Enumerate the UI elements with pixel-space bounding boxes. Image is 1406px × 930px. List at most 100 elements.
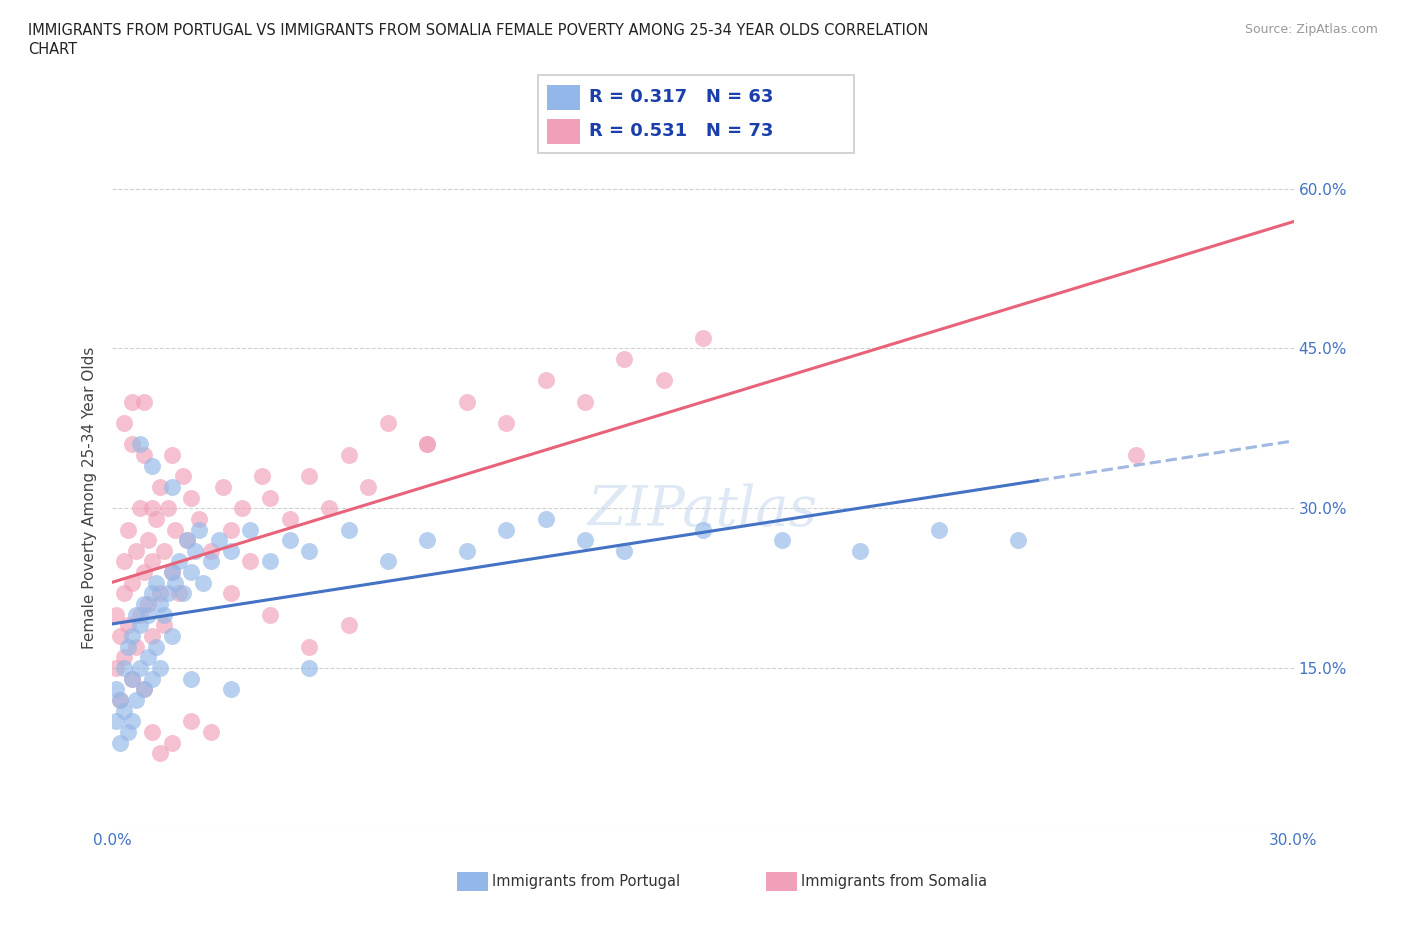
Point: [149, 746, 172, 761]
Point: [160, 480, 183, 495]
Point: [141, 724, 163, 739]
Point: [259, 554, 281, 569]
Point: [259, 490, 281, 505]
Point: [534, 512, 557, 526]
Point: [112, 586, 135, 601]
Point: [141, 500, 163, 515]
Point: [239, 522, 262, 537]
Point: [141, 554, 163, 569]
Point: [165, 576, 187, 591]
Point: [105, 660, 128, 675]
Point: [188, 522, 211, 537]
Point: [156, 500, 179, 515]
Point: [156, 586, 179, 601]
Point: [125, 607, 148, 622]
Point: [125, 639, 148, 654]
Point: [110, 693, 132, 708]
Point: [416, 437, 439, 452]
Point: [188, 512, 211, 526]
Point: [160, 565, 183, 579]
Point: [110, 693, 132, 708]
Point: [117, 639, 139, 654]
Point: [110, 735, 132, 750]
Point: [136, 650, 159, 665]
Point: [152, 543, 174, 558]
Point: [692, 522, 714, 537]
Point: [117, 724, 139, 739]
Point: [112, 703, 135, 718]
Text: ZIPatlas: ZIPatlas: [588, 484, 818, 538]
Point: [149, 480, 172, 495]
Point: [149, 586, 172, 601]
Point: [495, 416, 517, 431]
Point: [149, 597, 172, 612]
Point: [141, 629, 163, 644]
Point: [456, 543, 478, 558]
Point: [132, 565, 155, 579]
Text: CHART: CHART: [28, 42, 77, 57]
Point: [152, 618, 174, 632]
Point: [180, 565, 202, 579]
Point: [149, 660, 172, 675]
Bar: [547, 85, 579, 110]
Text: Source: ZipAtlas.com: Source: ZipAtlas.com: [1244, 23, 1378, 36]
Point: [231, 500, 253, 515]
Point: [495, 522, 517, 537]
Point: [200, 554, 222, 569]
Point: [278, 512, 301, 526]
Point: [110, 629, 132, 644]
Text: IMMIGRANTS FROM PORTUGAL VS IMMIGRANTS FROM SOMALIA FEMALE POVERTY AMONG 25-34 Y: IMMIGRANTS FROM PORTUGAL VS IMMIGRANTS F…: [28, 23, 928, 38]
Point: [208, 533, 231, 548]
Point: [160, 447, 183, 462]
Point: [136, 533, 159, 548]
Point: [1007, 533, 1029, 548]
Point: [278, 533, 301, 548]
Point: [357, 480, 380, 495]
Point: [121, 394, 143, 409]
Point: [1125, 447, 1147, 462]
Point: [692, 330, 714, 345]
Point: [160, 629, 183, 644]
Point: [298, 469, 321, 484]
Point: [172, 469, 194, 484]
Point: [105, 607, 128, 622]
Point: [112, 650, 135, 665]
Point: [239, 554, 262, 569]
Point: [180, 490, 202, 505]
Point: [132, 682, 155, 697]
Point: [377, 416, 399, 431]
Text: R = 0.317   N = 63: R = 0.317 N = 63: [589, 88, 773, 106]
Point: [160, 565, 183, 579]
Point: [200, 724, 222, 739]
Text: R = 0.531   N = 73: R = 0.531 N = 73: [589, 123, 773, 140]
Point: [337, 447, 360, 462]
Point: [259, 607, 281, 622]
Point: [145, 576, 167, 591]
Point: [172, 586, 194, 601]
Point: [132, 394, 155, 409]
Point: [152, 607, 174, 622]
Point: [219, 586, 242, 601]
Point: [117, 618, 139, 632]
Point: [298, 639, 321, 654]
Point: [928, 522, 950, 537]
Point: [129, 607, 152, 622]
Point: [129, 618, 152, 632]
Point: [180, 671, 202, 686]
Bar: [547, 119, 579, 144]
Point: [105, 682, 128, 697]
Point: [219, 682, 242, 697]
Point: [141, 671, 163, 686]
Point: [121, 671, 143, 686]
Point: [141, 586, 163, 601]
Point: [136, 597, 159, 612]
Point: [298, 660, 321, 675]
Point: [129, 660, 152, 675]
Text: Immigrants from Portugal: Immigrants from Portugal: [492, 874, 681, 889]
Point: [337, 522, 360, 537]
Text: Immigrants from Somalia: Immigrants from Somalia: [801, 874, 987, 889]
Point: [112, 416, 135, 431]
Point: [125, 693, 148, 708]
Point: [136, 607, 159, 622]
Point: [145, 639, 167, 654]
